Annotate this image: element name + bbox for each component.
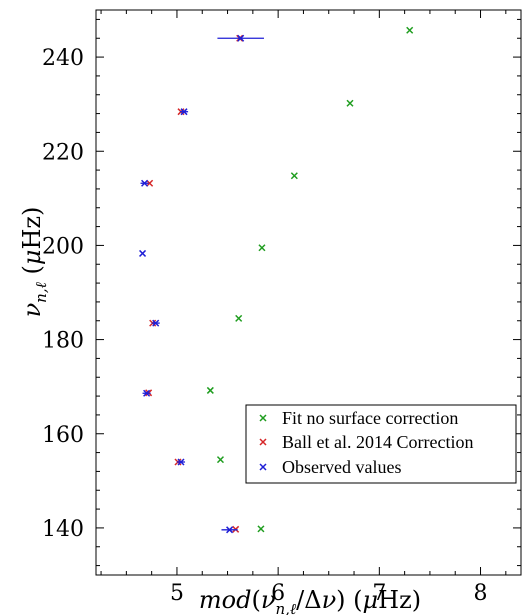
fit-no-correction-point (235, 314, 243, 322)
legend-box (245, 404, 517, 484)
y-axis-label: νn,ℓ (μHz) (18, 207, 50, 318)
legend-label-ball: Ball et al. 2014 Correction (282, 432, 473, 452)
y-tick-label: 140 (42, 517, 84, 542)
y-tick-label: 200 (42, 234, 84, 259)
observed-point (180, 108, 188, 116)
axis-ticks: 5 6 7 8 140 160 180 200 220 240 (42, 10, 521, 606)
legend-marker (259, 414, 267, 422)
fit-no-correction-point (206, 386, 214, 394)
legend-marker (259, 438, 267, 446)
legend: Fit no surface correction Ball et al. 20… (245, 404, 517, 484)
observed-point (139, 249, 147, 257)
fit-no-correction-point (216, 456, 224, 464)
fit-no-correction-point (257, 525, 265, 533)
plot-border (95, 9, 522, 576)
data-points (139, 26, 414, 534)
y-tick-label: 220 (42, 140, 84, 165)
fit-no-correction-point (346, 99, 354, 107)
observed-point (237, 34, 245, 42)
x-axis-label: mod(νn,ℓ/Δν) (μHz) (199, 586, 421, 615)
x-tick-label: 8 (474, 581, 488, 606)
y-tick-label: 180 (42, 329, 84, 354)
legend-label-fit: Fit no surface correction (282, 408, 458, 428)
x-tick-label: 7 (372, 581, 386, 606)
fit-no-correction-point (290, 172, 298, 180)
fit-no-correction-point (258, 244, 266, 252)
plot-frame (95, 9, 522, 576)
x-tick-label: 6 (271, 581, 285, 606)
fit-no-correction-point (406, 26, 414, 34)
observed-point (152, 319, 160, 327)
observed-point (177, 458, 185, 466)
observed-point (143, 389, 151, 397)
y-tick-label: 160 (42, 423, 84, 448)
legend-label-observed: Observed values (282, 457, 401, 477)
y-tick-label: 240 (42, 46, 84, 71)
observed-point (141, 179, 149, 187)
observed-point (226, 526, 234, 534)
legend-marker (259, 463, 267, 471)
x-tick-label: 5 (170, 581, 184, 606)
